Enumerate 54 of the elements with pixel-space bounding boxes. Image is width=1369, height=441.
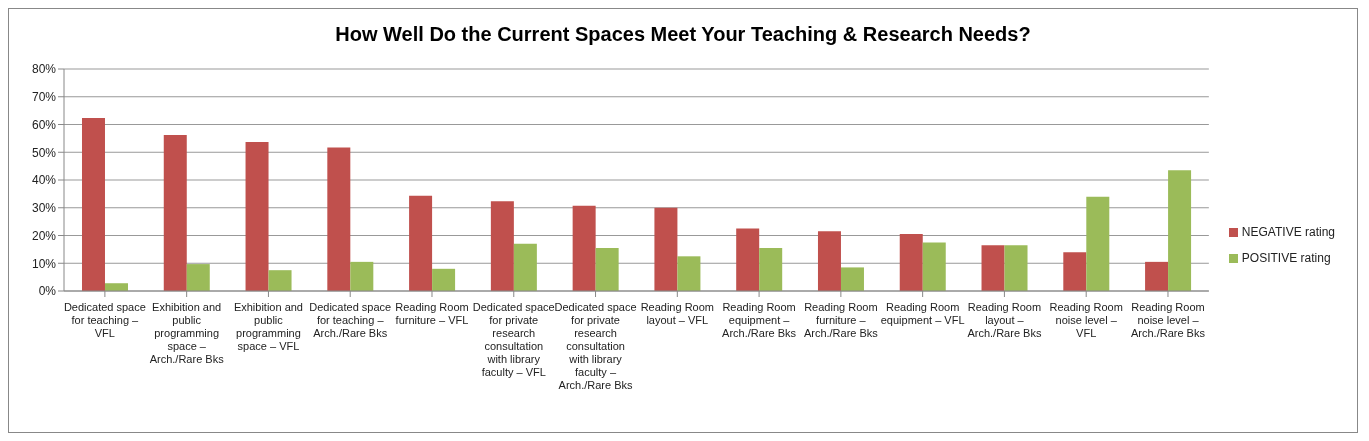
bar <box>245 141 269 291</box>
x-tick-label: Reading Room noise level – VFL <box>1049 301 1123 339</box>
y-tick-label: 60% <box>31 117 57 132</box>
bar <box>677 256 701 291</box>
bar <box>268 270 292 291</box>
bar <box>186 264 210 291</box>
bar <box>654 207 678 291</box>
y-tick-label: 10% <box>31 256 57 271</box>
bar <box>490 201 514 291</box>
bar <box>572 205 596 291</box>
bar <box>922 242 946 291</box>
chart-title: How Well Do the Current Spaces Meet Your Teaching & Research Needs? <box>334 22 1032 47</box>
x-tick-label: Exhibition and public programming space – Arch./Rare Bks <box>149 301 225 365</box>
y-tick-label: 40% <box>31 173 57 188</box>
bar <box>409 195 433 291</box>
bar <box>163 135 187 291</box>
x-tick-label: Reading Room layout – Arch./Rare Bks <box>967 301 1042 339</box>
x-tick-label: Reading Room equipment – VFL <box>880 301 965 326</box>
bar <box>1145 261 1169 291</box>
bar <box>350 261 374 291</box>
bar <box>432 268 456 291</box>
x-tick-label: Dedicated space for private research consultation with library faculty – Arch./Rare Bks <box>554 301 637 391</box>
bar <box>513 243 537 291</box>
x-tick-label: Reading Room noise level – Arch./Rare Bks <box>1130 301 1206 339</box>
y-tick-label: 50% <box>31 145 57 160</box>
bar <box>1063 252 1087 291</box>
x-tick-label: Reading Room furniture – VFL <box>395 301 469 326</box>
x-tick-label: Reading Room equipment – Arch./Rare Bks <box>722 301 797 339</box>
bar <box>899 234 923 291</box>
bar <box>1168 170 1192 291</box>
x-tick-label: Dedicated space for teaching – Arch./Rare Bks <box>309 301 392 339</box>
y-tick-label: 20% <box>31 228 57 243</box>
bar <box>104 283 128 291</box>
bar <box>817 231 841 291</box>
y-tick-label: 30% <box>31 201 57 216</box>
bar <box>595 247 619 291</box>
bar <box>327 147 351 291</box>
y-tick-label: 0% <box>38 284 57 299</box>
x-tick-label: Reading Room layout – VFL <box>640 301 715 326</box>
bar <box>840 267 864 291</box>
bar <box>1086 196 1110 291</box>
y-tick-label: 80% <box>31 62 57 77</box>
bar <box>759 247 783 291</box>
legend-label: NEGATIVE rating <box>1241 225 1335 239</box>
x-tick-label: Exhibition and public programming space – VFL <box>233 301 303 352</box>
bar <box>81 118 105 291</box>
bar <box>736 228 760 291</box>
bar <box>1004 245 1028 291</box>
x-tick-label: Dedicated space for teaching – VFL <box>63 301 146 339</box>
y-tick-label: 70% <box>31 90 57 105</box>
bar <box>981 245 1005 291</box>
x-tick-label: Reading Room furniture – Arch./Rare Bks <box>803 301 879 339</box>
x-tick-label: Dedicated space for private research consultation with library faculty – VFL <box>472 301 555 378</box>
legend-label: POSITIVE rating <box>1241 251 1331 265</box>
